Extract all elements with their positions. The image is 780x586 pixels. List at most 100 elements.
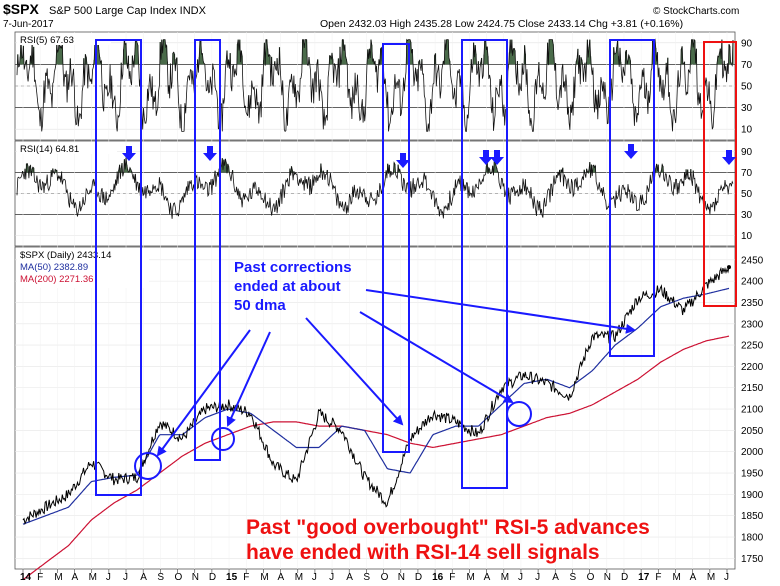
highlight-box-1 <box>95 39 142 496</box>
x-tick-label: O <box>175 572 183 583</box>
rsi5-tick-label: 50 <box>741 82 753 93</box>
x-tick-label: J <box>312 572 317 583</box>
x-tick-label: M <box>466 572 474 583</box>
price-tick-label: 2150 <box>741 383 764 394</box>
x-tick-label: M <box>54 572 62 583</box>
price-tick-label: 2300 <box>741 319 764 330</box>
circle-3 <box>506 401 532 427</box>
highlight-box-3 <box>382 43 410 453</box>
rsi14-legend-text: RSI(14) 64.81 <box>20 144 79 155</box>
price-tick-label: 2350 <box>741 298 764 309</box>
arrow-down-6 <box>624 144 638 159</box>
ma50-legend-text: MA(50) 2382.89 <box>20 262 88 273</box>
annotation-arrows <box>156 289 636 457</box>
x-ticks: 14 F M A M J J A S O N D 15 F M A M J J A S O N D 16 F M A M J J A S O N D 1… <box>20 569 729 583</box>
arrow-line-1 <box>156 329 251 457</box>
x-tick-label: F <box>655 572 661 583</box>
price-tick-label: 1850 <box>741 511 764 522</box>
x-tick-label: A <box>346 572 353 583</box>
x-tick-label: M <box>672 572 680 583</box>
symbol-label: $SPX <box>3 1 39 17</box>
date-label: 7-Jun-2017 <box>3 19 54 30</box>
x-tick-label: J <box>123 572 128 583</box>
price-tick-label: 1950 <box>741 469 764 480</box>
price-tick-label: 2050 <box>741 426 764 437</box>
x-tick-label: N <box>604 572 611 583</box>
rsi5-tick-label: 10 <box>741 125 753 136</box>
rsi5-legend-text: RSI(5) 67.63 <box>20 35 74 46</box>
price-panel <box>14 246 736 570</box>
x-tick-label: A <box>484 572 491 583</box>
annotation-corrections-1: Past corrections <box>234 259 352 276</box>
arrow-down-5 <box>490 150 504 165</box>
x-tick-label: M <box>295 572 303 583</box>
price-tick-label: 2200 <box>741 362 764 373</box>
price-tick-label: 1800 <box>741 533 764 544</box>
price-tick-label: 1900 <box>741 490 764 501</box>
rsi14-line <box>16 157 734 219</box>
x-tick-label: 14 <box>20 572 32 583</box>
price-tick-label: 1750 <box>741 554 764 565</box>
rsi5-tick-label: 90 <box>741 38 753 49</box>
price-legend-text: $SPX (Daily) 2433.14 <box>20 250 111 261</box>
ma200-legend-text: MA(200) 2271.36 <box>20 274 93 285</box>
x-tick-label: S <box>157 572 164 583</box>
index-name: S&P 500 Large Cap Index INDX <box>49 5 207 17</box>
price-tick-label: 2000 <box>741 447 764 458</box>
rsi5-legend: RSI(5) 67.63 <box>17 33 111 46</box>
x-tick-label: M <box>707 572 715 583</box>
price-tick-label: 2100 <box>741 405 764 416</box>
x-tick-label: 17 <box>638 572 650 583</box>
arrow-line-4 <box>359 311 514 404</box>
x-tick-label: N <box>192 572 199 583</box>
highlight-box-5 <box>609 39 655 357</box>
highlight-boxes <box>95 39 737 496</box>
price-legend: $SPX (Daily) 2433.14 MA(50) 2382.89 MA(2… <box>17 248 149 288</box>
arrow-line-5 <box>365 289 636 334</box>
highlight-box-4 <box>461 39 508 489</box>
rsi5-layer <box>16 38 734 133</box>
x-tick-label: D <box>209 572 216 583</box>
price-tick-label: 2400 <box>741 277 764 288</box>
y-ticks: 90 70 50 30 10 90 70 50 30 10 2450 2400 2350 2300 2250… <box>741 38 764 565</box>
x-tick-label: J <box>724 572 729 583</box>
rsi5-tick-label: 30 <box>741 103 753 114</box>
x-tick-label: F <box>449 572 455 583</box>
x-tick-label: O <box>587 572 595 583</box>
circle-1 <box>134 452 162 480</box>
rsi14-layer <box>16 157 734 219</box>
x-tick-label: J <box>329 572 334 583</box>
annotation-bottom-1: Past "good overbought" RSI-5 advances <box>246 516 650 539</box>
last-close-point <box>727 265 731 270</box>
arrow-down-7 <box>722 150 736 165</box>
annotation-bottom-2: have ended with RSI-14 sell signals <box>246 541 600 564</box>
x-tick-label: A <box>278 572 285 583</box>
rsi14-tick-label: 90 <box>741 147 753 158</box>
annotation-corrections-2: ended at about <box>234 278 341 295</box>
x-tick-label: D <box>415 572 422 583</box>
x-tick-label: S <box>569 572 576 583</box>
x-tick-label: F <box>37 572 43 583</box>
x-tick-label: O <box>381 572 389 583</box>
x-tick-label: M <box>501 572 509 583</box>
rsi14-legend: RSI(14) 64.81 <box>17 142 117 155</box>
ohlc-label: Open 2432.03 High 2435.28 Low 2424.75 Cl… <box>320 18 683 30</box>
x-tick-label: M <box>260 572 268 583</box>
rsi14-tick-label: 30 <box>741 210 753 221</box>
rsi14-tick-label: 50 <box>741 189 753 200</box>
price-tick-label: 2450 <box>741 255 764 266</box>
x-tick-label: A <box>140 572 147 583</box>
x-tick-label: J <box>518 572 523 583</box>
rsi5-tick-label: 70 <box>741 60 753 71</box>
rsi14-tick-label: 70 <box>741 168 753 179</box>
price-tick-label: 2250 <box>741 341 764 352</box>
x-tick-label: S <box>363 572 370 583</box>
arrow-down-3 <box>396 153 410 168</box>
x-tick-label: A <box>690 572 697 583</box>
rsi14-tick-label: 10 <box>741 231 753 242</box>
arrow-line-3 <box>305 317 404 426</box>
x-tick-label: N <box>398 572 405 583</box>
arrow-down-1 <box>122 146 136 161</box>
arrow-down-2 <box>203 146 217 161</box>
